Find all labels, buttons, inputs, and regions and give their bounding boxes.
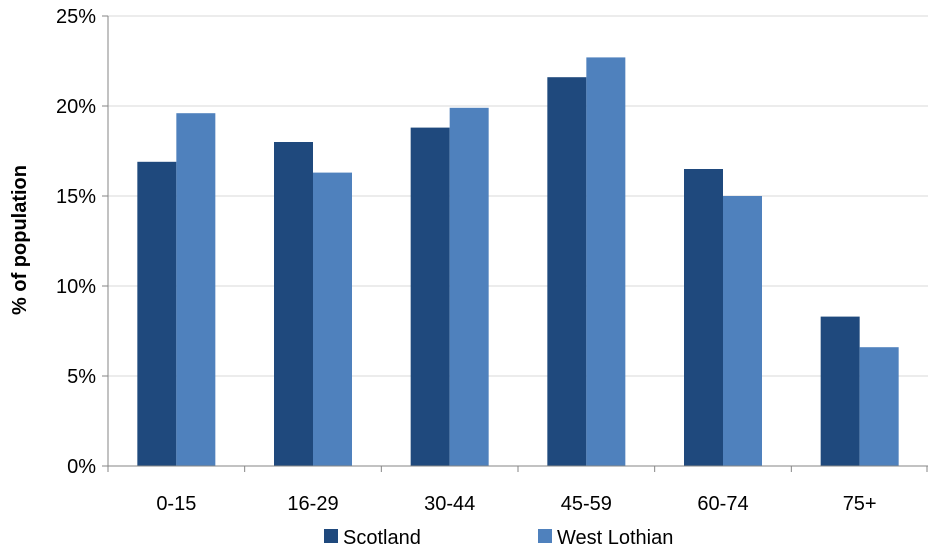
legend-label: West Lothian (557, 527, 673, 549)
y-tick-label: 15% (56, 186, 96, 208)
bar-west-lothian-45-59 (586, 57, 626, 467)
bar-scotland-0-15 (137, 161, 177, 467)
x-axis-categories: 0-15 16-29 30-44 45-59 60-74 75+ (107, 466, 928, 515)
bar-scotland-75+ (820, 316, 860, 466)
x-category-label: 45-59 (561, 493, 612, 515)
bar-west-lothian-0-15 (176, 113, 216, 466)
bar-west-lothian-16-29 (313, 172, 352, 466)
bar-scotland-45-59 (547, 77, 587, 466)
bar-west-lothian-60-74 (723, 196, 762, 466)
y-axis-ticks: 0% 5% 10% 15% 20% 25% (56, 6, 108, 478)
bar-west-lothian-75+ (859, 347, 899, 466)
x-category-label: 16-29 (287, 493, 338, 515)
legend-label: Scotland (343, 527, 421, 549)
legend: Scotland West Lothian (324, 527, 673, 549)
x-category-label: 30-44 (424, 493, 475, 515)
y-tick-label: 25% (56, 6, 96, 28)
gridlines (108, 15, 928, 377)
bar-scotland-16-29 (274, 142, 313, 466)
bars (137, 57, 899, 467)
x-category-label: 60-74 (697, 493, 748, 515)
y-tick-label: 10% (56, 276, 96, 298)
x-category-label: 75+ (843, 493, 877, 515)
bar-west-lothian-30-44 (449, 107, 489, 467)
y-tick-label: 5% (67, 366, 96, 388)
x-category-label: 0-15 (156, 493, 196, 515)
bar-scotland-30-44 (410, 127, 450, 466)
bar-scotland-60-74 (684, 169, 723, 466)
legend-swatch (538, 529, 552, 543)
legend-swatch (324, 529, 338, 543)
y-axis-title: % of population (9, 165, 31, 315)
y-tick-label: 20% (56, 96, 96, 118)
y-tick-label: 0% (67, 456, 96, 478)
